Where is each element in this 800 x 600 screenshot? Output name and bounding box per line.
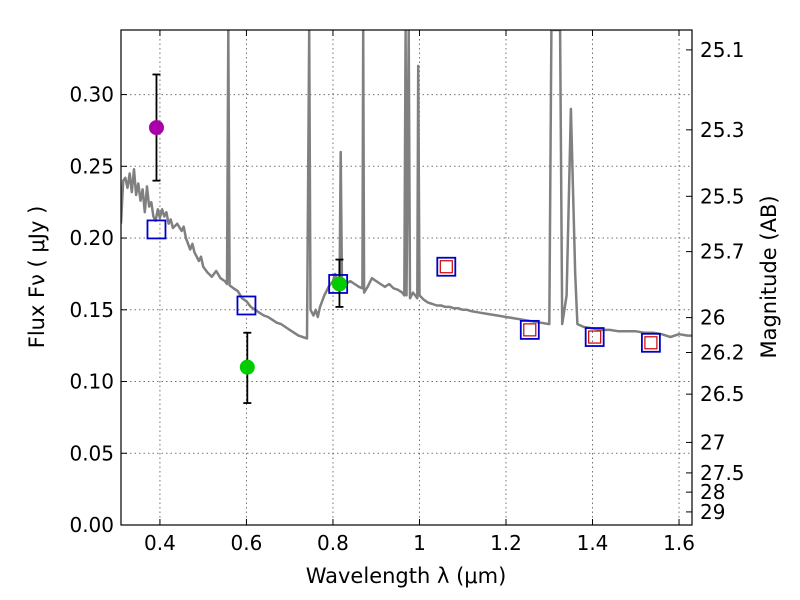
y-tick-label: 0.25 — [69, 154, 114, 178]
x-tick-label: 0.6 — [231, 531, 263, 555]
x-tick-label: 1.4 — [577, 531, 609, 555]
y-tick-label: 0.20 — [69, 226, 114, 250]
y-axis-label: Flux Fν ( μJy ) — [25, 206, 49, 349]
y-tick-label: 0.00 — [69, 513, 114, 537]
model-photometry-square — [236, 295, 257, 316]
y-tick-label: 0.10 — [69, 370, 114, 394]
observed-limit-square — [523, 323, 537, 337]
right-tick-label: 27.5 — [700, 461, 745, 485]
right-tick-label: 28 — [700, 480, 725, 504]
y-tick-label: 0.15 — [69, 298, 114, 322]
x-axis-label: Wavelength λ (μm) — [306, 564, 507, 588]
right-tick-label: 26.5 — [700, 382, 745, 406]
right-axis-label: Magnitude (AB) — [757, 195, 781, 358]
x-tick-label: 1 — [413, 531, 426, 555]
right-tick-label: 26 — [700, 306, 725, 330]
right-tick-label: 25.1 — [700, 38, 745, 62]
right-tick-label: 25.7 — [700, 240, 745, 264]
observed-limit-square — [644, 336, 658, 350]
model-photometry-square — [146, 219, 167, 240]
right-tick-label: 25.3 — [700, 118, 745, 142]
model-photometry-square — [584, 327, 605, 347]
marker-layer — [146, 73, 661, 404]
right-tick-label: 25.5 — [700, 184, 745, 208]
model-photometry-square — [328, 274, 349, 294]
y-tick-label: 0.30 — [69, 83, 114, 107]
observed-limit-square — [588, 330, 602, 344]
right-tick-label: 29 — [700, 500, 725, 524]
observed-limit-square — [439, 260, 453, 274]
model-photometry-square — [436, 256, 457, 277]
x-tick-label: 1.2 — [490, 531, 522, 555]
x-tick-label: 0.8 — [317, 531, 349, 555]
x-tick-label: 0.4 — [144, 531, 176, 555]
model-photometry-square — [641, 332, 661, 353]
y-tick-label: 0.05 — [69, 441, 114, 465]
right-tick-label: 27 — [700, 430, 725, 454]
observed-photometry-point — [148, 120, 164, 136]
observed-photometry-point — [239, 359, 255, 375]
plot-frame — [120, 29, 693, 526]
x-tick-label: 1.6 — [663, 531, 695, 555]
observed-photometry-point — [331, 276, 347, 292]
right-tick-label: 26.2 — [700, 341, 745, 365]
model-photometry-square — [519, 319, 540, 340]
axis-ticks: 0.4 0.6 0.8 1 1.2 1.4 1.6 0.00 0.05 0.10 0.15 0.20 0… — [69, 30, 745, 555]
